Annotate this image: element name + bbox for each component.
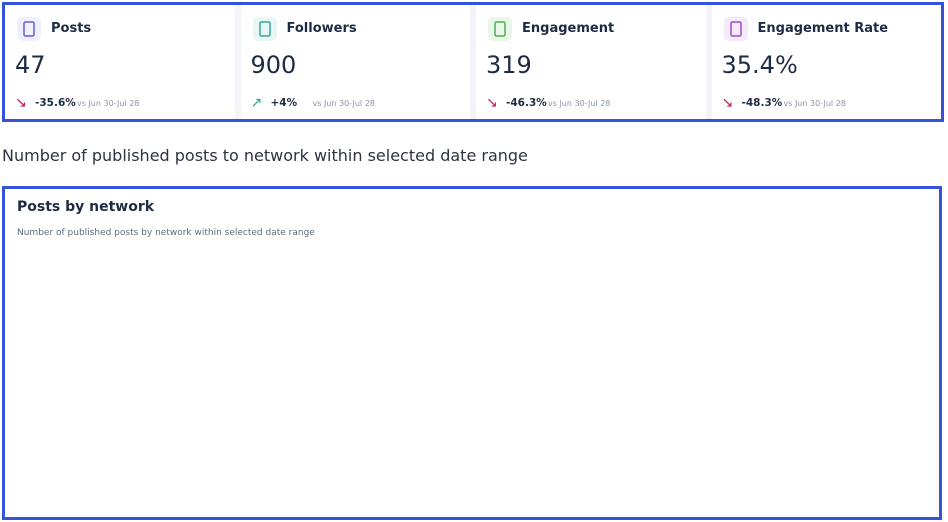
kpi-row: 012345630. Jul1. Aug3. Aug5. Aug7. Aug9.… <box>2 2 944 338</box>
kpi-change: -35.6% <box>35 97 76 109</box>
kpi-title: Posts <box>51 21 92 36</box>
kpi-title: Engagement <box>522 21 615 36</box>
kpi-compare: vs Jun 30-Jul 28 <box>783 99 846 108</box>
kpi-card: Followers 900 ↗ +4% vs Jun 30-Jul 28 <box>240 5 476 119</box>
kpi-icon <box>252 17 277 41</box>
icon-glyph <box>729 21 742 37</box>
chart-title: Posts by network <box>17 199 155 215</box>
kpi-icon: 012345630. Jul1. Aug3. Aug5. Aug7. Aug9.… <box>17 17 929 338</box>
kpi-change: -48.3% <box>741 97 783 109</box>
kpi-icon <box>488 17 512 41</box>
kpi-value: 900 <box>250 51 297 79</box>
icon-glyph <box>494 21 506 37</box>
kpi-value: 319 <box>486 51 532 79</box>
kpi-compare: vs Jun 30-Jul 28 <box>77 99 140 108</box>
kpi-card: Engagement Rate 35.4% ↘ -48.3% vs Jun 30-Jul… <box>711 5 941 119</box>
chart: Posts by network Number of published pos… <box>17 199 315 238</box>
kpi-icon <box>723 17 748 41</box>
trend-arrow: ↘ <box>486 95 498 111</box>
icon-glyph <box>258 21 271 37</box>
kpi-change: -46.3% <box>506 97 547 109</box>
trend-arrow: ↘ <box>15 95 27 111</box>
section-heading: Number of published posts to network wit… <box>2 146 528 165</box>
chart-panel: Posts by network Number of published pos… <box>2 186 942 520</box>
chart-subtitle: Number of published posts by network wit… <box>17 228 315 238</box>
icon-glyph: 012345630. Jul1. Aug3. Aug5. Aug7. Aug9.… <box>23 21 929 338</box>
kpi-title: Followers <box>286 21 357 36</box>
kpi-card: 012345630. Jul1. Aug3. Aug5. Aug7. Aug9.… <box>5 5 929 338</box>
kpi-value: 35.4% <box>721 51 798 79</box>
trend-arrow: ↘ <box>721 95 734 111</box>
kpi-card: Engagement 319 ↘ -46.3% vs Jun 30-Jul 28 <box>476 5 712 119</box>
kpi-title: Engagement Rate <box>757 21 889 36</box>
kpi-value: 47 <box>15 51 46 79</box>
kpi-compare: vs Jun 30-Jul 28 <box>312 99 375 108</box>
trend-arrow: ↗ <box>250 95 263 111</box>
kpi-change: +4% <box>270 97 298 109</box>
kpi-compare: vs Jun 30-Jul 28 <box>548 99 611 108</box>
